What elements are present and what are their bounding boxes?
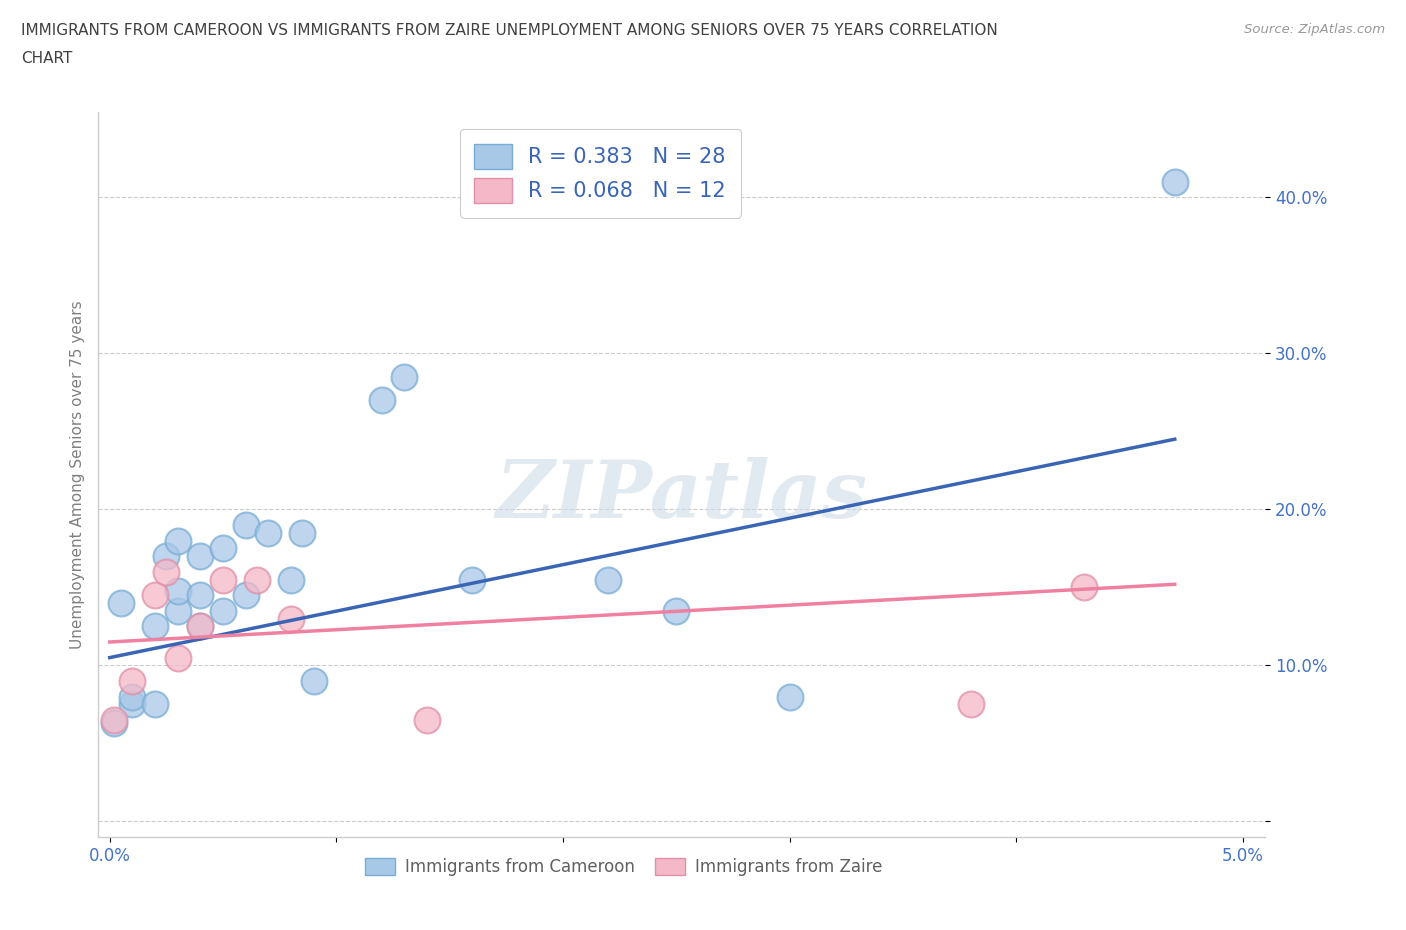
Point bbox=[1073, 580, 1095, 595]
Point bbox=[155, 549, 177, 564]
Point bbox=[235, 518, 257, 533]
Point bbox=[166, 650, 188, 665]
Text: CHART: CHART bbox=[21, 51, 73, 66]
Point bbox=[291, 525, 314, 540]
Y-axis label: Unemployment Among Seniors over 75 years: Unemployment Among Seniors over 75 years bbox=[69, 300, 84, 648]
Text: IMMIGRANTS FROM CAMEROON VS IMMIGRANTS FROM ZAIRE UNEMPLOYMENT AMONG SENIORS OVE: IMMIGRANTS FROM CAMEROON VS IMMIGRANTS F… bbox=[21, 23, 998, 38]
Point bbox=[959, 697, 981, 711]
Point bbox=[190, 549, 212, 564]
Point bbox=[166, 533, 188, 548]
Point bbox=[779, 689, 801, 704]
Point bbox=[143, 697, 166, 711]
Point bbox=[103, 712, 125, 727]
Point bbox=[143, 588, 166, 603]
Point bbox=[121, 673, 143, 688]
Point bbox=[302, 673, 325, 688]
Point bbox=[257, 525, 280, 540]
Text: Source: ZipAtlas.com: Source: ZipAtlas.com bbox=[1244, 23, 1385, 36]
Point bbox=[416, 712, 439, 727]
Point bbox=[280, 611, 302, 626]
Point bbox=[155, 565, 177, 579]
Point bbox=[212, 604, 235, 618]
Point bbox=[166, 583, 188, 598]
Point bbox=[235, 588, 257, 603]
Point bbox=[370, 392, 392, 407]
Point bbox=[190, 619, 212, 634]
Point bbox=[461, 572, 484, 587]
Text: ZIPatlas: ZIPatlas bbox=[496, 458, 868, 535]
Point bbox=[121, 697, 143, 711]
Point bbox=[166, 604, 188, 618]
Point bbox=[121, 689, 143, 704]
Legend: Immigrants from Cameroon, Immigrants from Zaire: Immigrants from Cameroon, Immigrants fro… bbox=[359, 852, 889, 883]
Point bbox=[103, 716, 125, 731]
Point bbox=[190, 588, 212, 603]
Point bbox=[190, 619, 212, 634]
Point bbox=[665, 604, 688, 618]
Point bbox=[1164, 174, 1187, 189]
Point bbox=[280, 572, 302, 587]
Point bbox=[598, 572, 620, 587]
Point bbox=[110, 595, 132, 610]
Point bbox=[143, 619, 166, 634]
Point bbox=[212, 572, 235, 587]
Point bbox=[246, 572, 269, 587]
Point bbox=[212, 541, 235, 556]
Point bbox=[394, 369, 416, 384]
